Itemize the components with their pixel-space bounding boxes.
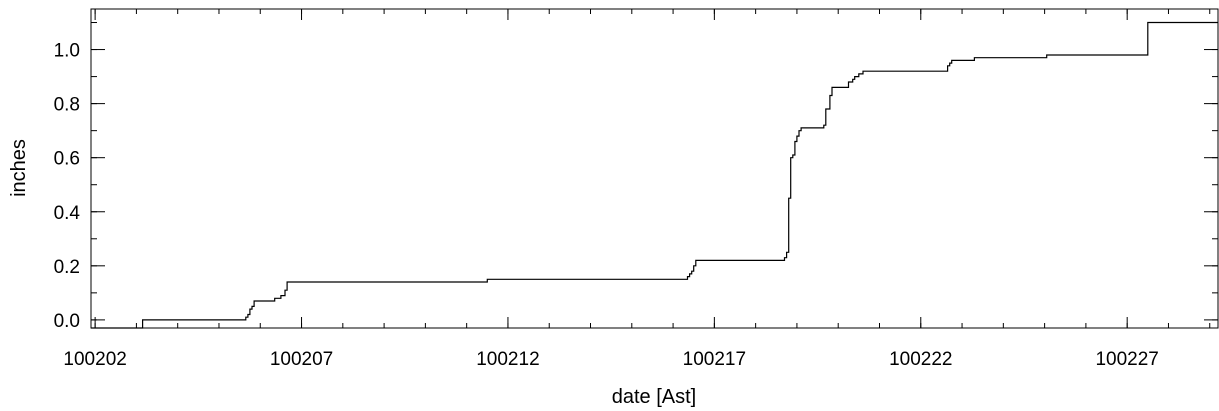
y-tick-label: 0.6 xyxy=(54,149,80,170)
y-tick-label: 0.0 xyxy=(54,311,80,332)
y-tick-label: 0.8 xyxy=(54,95,80,116)
x-tick-label: 100227 xyxy=(1095,349,1158,370)
x-tick-label: 100222 xyxy=(889,349,952,370)
x-tick-label: 100212 xyxy=(476,349,539,370)
y-tick-label: 0.2 xyxy=(54,257,80,278)
y-tick-label: 0.4 xyxy=(54,203,81,224)
x-tick-label: 100217 xyxy=(683,349,746,370)
axis-tick-labels: 100202 100207 100212 100217 100222 100227 0.0 0… xyxy=(54,41,1159,370)
y-axis-title: inches xyxy=(8,139,30,197)
x-tick-label: 100202 xyxy=(63,349,126,370)
x-axis-title: date [Ast] xyxy=(612,386,697,408)
y-tick-label: 1.0 xyxy=(54,41,80,62)
plot-frame xyxy=(90,8,1219,329)
accumulated-rainfall-line xyxy=(91,21,1218,329)
x-tick-label: 100207 xyxy=(270,349,333,370)
axis-ticks xyxy=(91,9,1218,328)
